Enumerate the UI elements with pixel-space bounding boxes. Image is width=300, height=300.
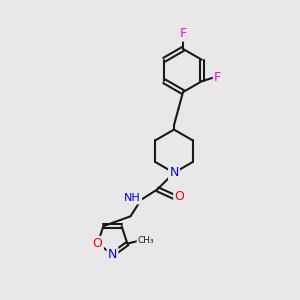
Text: O: O (175, 190, 184, 203)
Text: CH₃: CH₃ (138, 236, 154, 245)
Text: F: F (179, 27, 187, 40)
Text: N: N (169, 166, 179, 179)
Text: O: O (93, 237, 103, 250)
Text: N: N (108, 248, 117, 261)
Text: NH: NH (124, 193, 141, 203)
Text: F: F (214, 71, 221, 84)
